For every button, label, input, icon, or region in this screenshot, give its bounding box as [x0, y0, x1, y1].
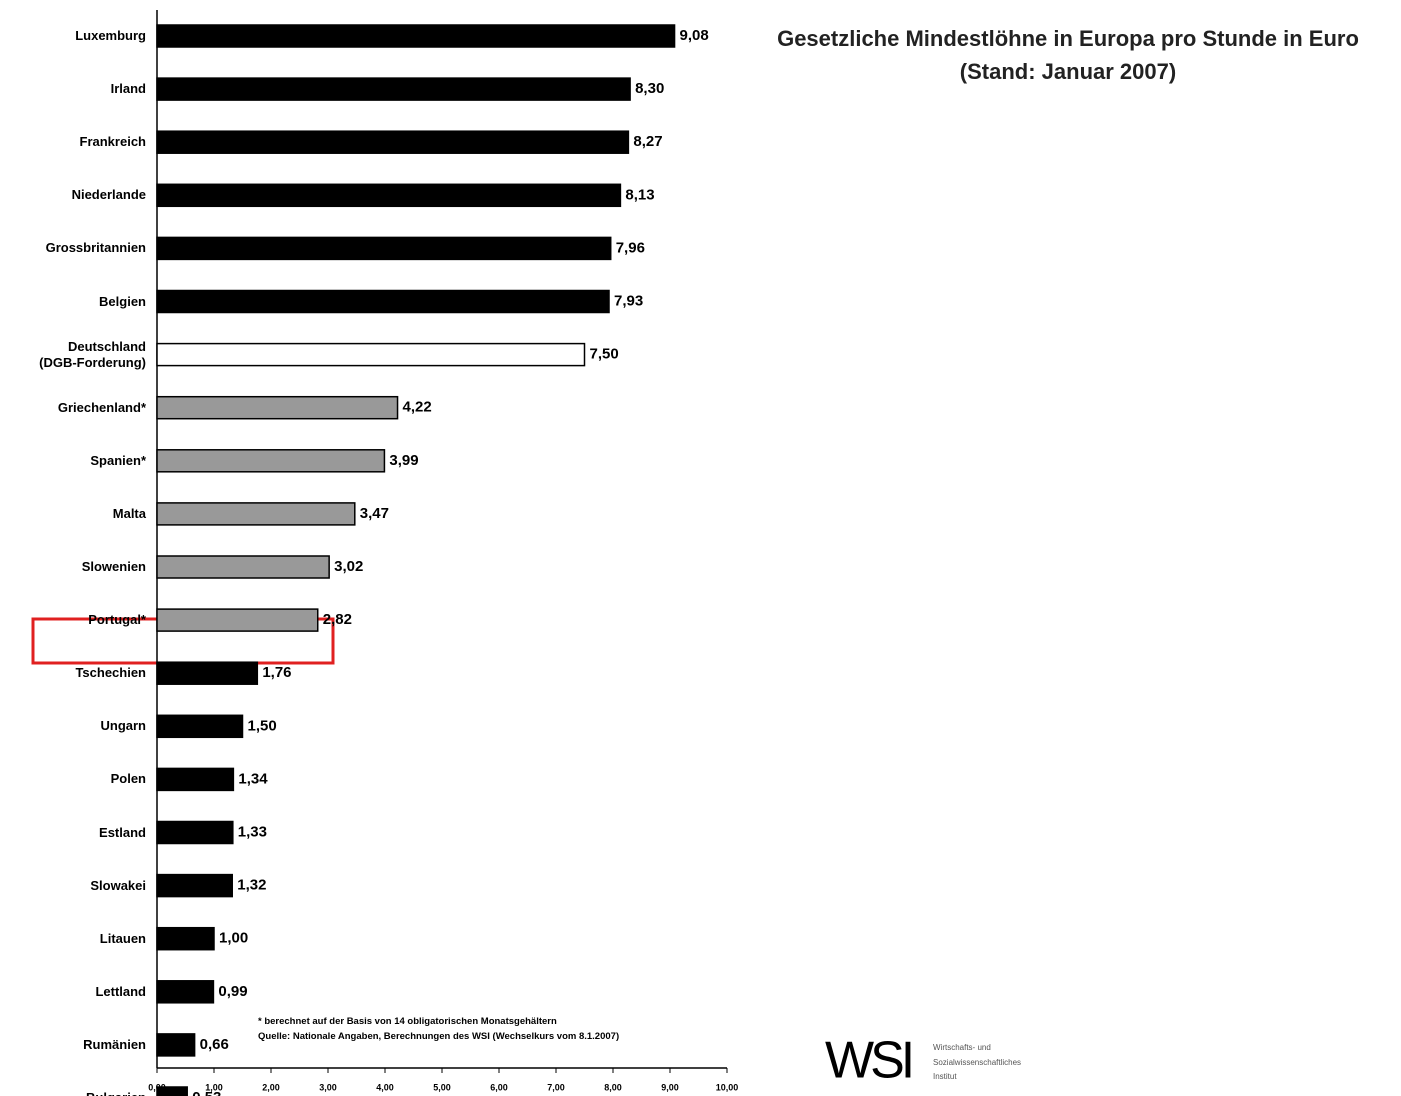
value-label: 3,99: [389, 452, 418, 469]
category-label: Luxemburg: [75, 28, 146, 43]
x-tick-label: 8,00: [604, 1082, 622, 1092]
bar: [156, 820, 234, 845]
logo-text: Wirtschafts- und: [933, 1043, 991, 1052]
bar: [156, 980, 215, 1004]
category-label: Grossbritannien: [45, 240, 146, 256]
bar: [156, 449, 386, 473]
category-label: Portugal*: [88, 612, 146, 628]
x-tick-label: 9,00: [661, 1082, 679, 1092]
bar: [156, 130, 630, 154]
value-label: 0,99: [218, 983, 247, 1000]
value-label: 1,33: [238, 823, 267, 840]
category-label: Griechenland*: [57, 399, 146, 415]
value-label: 7,93: [614, 292, 643, 309]
category-label: Bulgarien: [0, 1090, 146, 1096]
value-label: 3,47: [360, 505, 389, 522]
bar: [156, 24, 676, 48]
bar: [156, 236, 612, 261]
bar: [156, 502, 356, 526]
category-label: Irland: [110, 81, 146, 97]
category-label: Niederlande: [71, 187, 146, 203]
value-label: 0,66: [200, 1036, 229, 1053]
value-label: 8,13: [625, 186, 654, 203]
logo: WSI: [825, 1032, 911, 1090]
value-label: 0,53: [192, 1089, 221, 1096]
value-label: 8,30: [635, 80, 664, 97]
category-label: Polen: [110, 771, 146, 787]
category-label: Frankreich: [79, 134, 146, 150]
value-label: 7,96: [616, 239, 645, 256]
bar: [156, 926, 215, 951]
x-tick-label: 10,00: [716, 1082, 739, 1092]
bar: [156, 767, 235, 792]
value-label: 1,76: [262, 664, 291, 681]
x-tick-label: 1,00: [205, 1082, 223, 1092]
category-label: Ungarn: [100, 718, 147, 734]
bar: [156, 183, 622, 208]
category-label: Malta: [112, 505, 146, 521]
value-label: 4,22: [403, 399, 432, 416]
bar: [156, 873, 233, 898]
x-tick-label: 5,00: [433, 1082, 451, 1092]
logo-text: Sozialwissenschaftliches: [933, 1058, 1021, 1067]
x-tick-label: 2,00: [262, 1082, 280, 1092]
bar: [156, 1033, 196, 1057]
x-tick-label: 7,00: [547, 1082, 565, 1092]
value-label: 1,00: [219, 930, 248, 947]
chart-title: Gesetzliche Mindestlöhne in Europa pro S…: [777, 26, 1359, 84]
bar: [156, 608, 319, 632]
category-label: Litauen: [99, 930, 146, 946]
category-label: Slowenien: [81, 559, 146, 574]
value-label: 7,50: [590, 346, 619, 363]
category-label: Lettland: [95, 983, 146, 999]
bar: [156, 714, 244, 739]
x-tick-label: 3,00: [319, 1082, 337, 1092]
category-label: Slowakei: [90, 877, 146, 893]
bar: [156, 289, 610, 314]
value-label: 1,50: [248, 717, 277, 734]
x-tick-label: 4,00: [376, 1082, 394, 1092]
value-label: 3,02: [334, 558, 363, 575]
bar: [156, 342, 586, 367]
value-label: 1,34: [238, 770, 268, 787]
logo-text: Institut: [933, 1072, 957, 1081]
category-label: Tschechien: [75, 665, 146, 681]
bar: [156, 77, 631, 101]
value-label: 8,27: [633, 133, 662, 150]
value-label: 2,82: [323, 611, 352, 628]
bar: [156, 661, 259, 685]
bar: [156, 555, 330, 579]
category-label: Estland: [99, 824, 146, 840]
value-label: 1,32: [237, 877, 266, 894]
category-label: Belgien: [99, 293, 146, 309]
category-label: Rumänien: [83, 1036, 146, 1052]
bar: [156, 1086, 188, 1096]
category-label: Spanien*: [90, 452, 146, 468]
footnote: * berechnet auf der Basis von 14 obligat…: [258, 1016, 557, 1027]
x-tick-label: 6,00: [490, 1082, 508, 1092]
category-label: Deutschland (DGB-Forderung): [39, 338, 146, 370]
bar: [156, 395, 399, 420]
source-note: Quelle: Nationale Angaben, Berechnungen …: [258, 1031, 620, 1042]
value-label: 9,08: [680, 27, 709, 44]
